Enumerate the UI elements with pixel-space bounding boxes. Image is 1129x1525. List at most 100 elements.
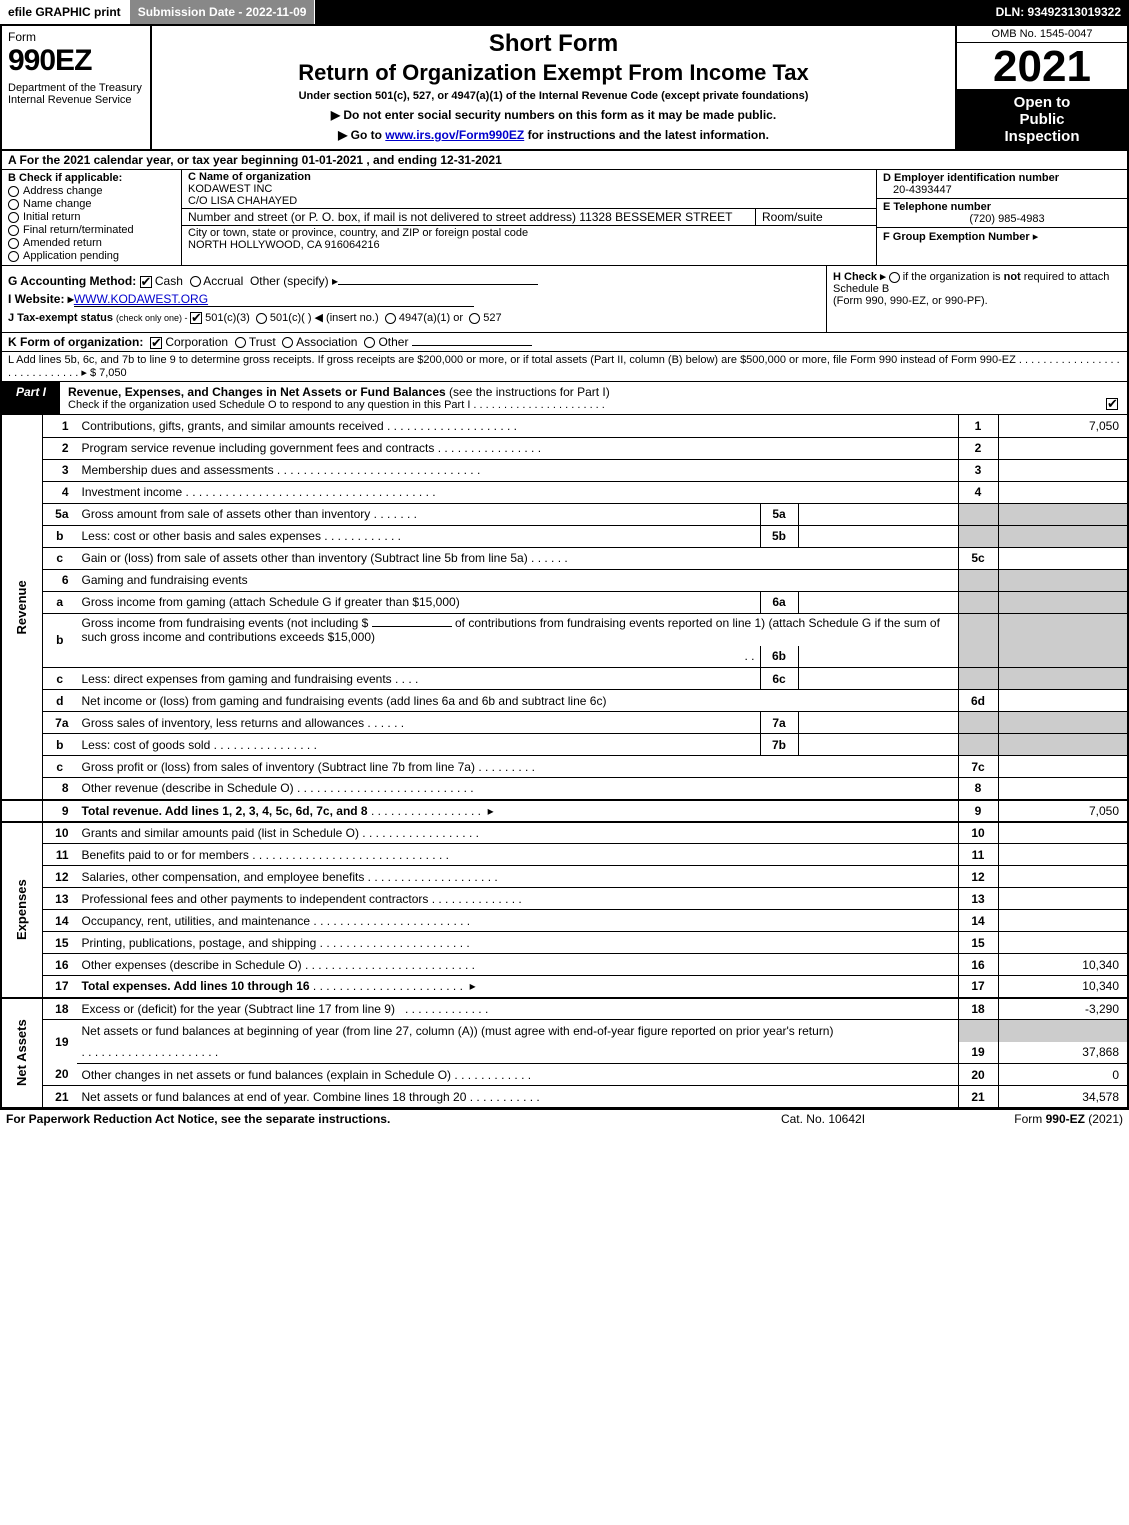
l16-rv: 10,340: [998, 954, 1128, 976]
l5c-rn: 5c: [958, 547, 998, 569]
chk-h[interactable]: [889, 272, 900, 283]
form-header: Form 990EZ Department of the Treasury In…: [0, 24, 1129, 151]
l20-d: Other changes in net assets or fund bala…: [77, 1064, 959, 1086]
chk-501c[interactable]: [256, 313, 267, 324]
h-t2: if the organization is: [903, 271, 1004, 283]
chk-other-org[interactable]: [364, 337, 375, 348]
chk-amended[interactable]: [8, 238, 19, 249]
l4-n: 4: [43, 481, 77, 503]
g-other-input[interactable]: [338, 284, 538, 285]
l6-d: Gaming and fundraising events: [77, 569, 959, 591]
col-b: B Check if applicable: Address change Na…: [2, 170, 182, 265]
g-lbl: G Accounting Method:: [8, 274, 136, 288]
l9-rn: 9: [958, 800, 998, 822]
l6b-input[interactable]: [372, 626, 452, 627]
l20-rn: 20: [958, 1064, 998, 1086]
l19-rn: 19: [958, 1042, 998, 1064]
irs-link[interactable]: www.irs.gov/Form990EZ: [385, 128, 524, 142]
l6-rn: [958, 569, 998, 591]
b-item-0: Address change: [23, 185, 103, 197]
l6b-d2x: . .: [77, 646, 761, 668]
city-val: NORTH HOLLYWOOD, CA 916064216: [188, 239, 870, 251]
l13-rv: [998, 888, 1128, 910]
l2-rn: 2: [958, 437, 998, 459]
l7b-d: Less: cost of goods sold . . . . . . . .…: [77, 734, 761, 756]
side-gap1: [1, 800, 43, 822]
l13-rn: 13: [958, 888, 998, 910]
chk-app-pending[interactable]: [8, 251, 19, 262]
chk-cash[interactable]: [140, 276, 152, 288]
l7a-mn: 7a: [760, 712, 798, 734]
chk-4947[interactable]: [385, 313, 396, 324]
chk-corp[interactable]: [150, 337, 162, 349]
goto-line: Go to www.irs.gov/Form990EZ for instruct…: [158, 128, 949, 142]
footer-left: For Paperwork Reduction Act Notice, see …: [6, 1112, 723, 1126]
l15-n: 15: [43, 932, 77, 954]
l4-d: Investment income . . . . . . . . . . . …: [77, 481, 959, 503]
l19-d: Net assets or fund balances at beginning…: [77, 1020, 959, 1042]
l4-rn: 4: [958, 481, 998, 503]
efile-print[interactable]: efile GRAPHIC print: [0, 0, 130, 24]
l16-n: 16: [43, 954, 77, 976]
chk-schedule-o[interactable]: [1106, 398, 1118, 410]
part-i-endchk: [1097, 382, 1127, 414]
chk-address-change[interactable]: [8, 186, 19, 197]
j-c: 501(c)( ) ◀ (insert no.): [270, 312, 379, 324]
l6b-mv: [798, 646, 958, 668]
l9-n: 9: [43, 800, 77, 822]
k-other-input[interactable]: [412, 345, 532, 346]
room-cell: Room/suite: [756, 209, 876, 225]
b-item-1: Name change: [23, 198, 92, 210]
l11-n: 11: [43, 844, 77, 866]
l6b-n: b: [43, 613, 77, 668]
g-other: Other (specify) ▸: [250, 274, 338, 288]
chk-assoc[interactable]: [282, 337, 293, 348]
chk-initial-return[interactable]: [8, 212, 19, 223]
l7c-d: Gross profit or (loss) from sales of inv…: [77, 756, 959, 778]
l5c-n: c: [43, 547, 77, 569]
l11-rv: [998, 844, 1128, 866]
chk-final-return[interactable]: [8, 225, 19, 236]
l6b-rn: [958, 646, 998, 668]
city-lbl: City or town, state or province, country…: [188, 227, 528, 239]
website-link[interactable]: WWW.KODAWEST.ORG: [74, 292, 474, 307]
l2-d: Program service revenue including govern…: [77, 437, 959, 459]
l3-rv: [998, 459, 1128, 481]
l6a-rv: [998, 591, 1128, 613]
chk-trust[interactable]: [235, 337, 246, 348]
l17-rv: 10,340: [998, 976, 1128, 998]
l4-rv: [998, 481, 1128, 503]
l12-d: Salaries, other compensation, and employ…: [77, 866, 959, 888]
block-bcdef: B Check if applicable: Address change Na…: [0, 170, 1129, 266]
l6d-n: d: [43, 690, 77, 712]
chk-accrual[interactable]: [190, 276, 201, 287]
block-ghi: G Accounting Method: Cash Accrual Other …: [0, 266, 1129, 333]
header-right: OMB No. 1545-0047 2021 Open to Public In…: [957, 26, 1127, 149]
l10-d: Grants and similar amounts paid (list in…: [77, 822, 959, 844]
i-line: I Website: ▸WWW.KODAWEST.ORG: [8, 292, 820, 307]
d-cell: D Employer identification number 20-4393…: [877, 170, 1127, 199]
k-line: K Form of organization: Corporation Trus…: [0, 333, 1129, 352]
l13-n: 13: [43, 888, 77, 910]
l3-d: Membership dues and assessments . . . . …: [77, 459, 959, 481]
l5a-mv: [798, 503, 958, 525]
part-i-paren: (see the instructions for Part I): [449, 385, 610, 399]
j-a1: 4947(a)(1) or: [399, 312, 463, 324]
l19-d2: . . . . . . . . . . . . . . . . . . . . …: [77, 1042, 959, 1064]
chk-527[interactable]: [469, 313, 480, 324]
h-t1: H Check ▸: [833, 271, 886, 283]
chk-501c3[interactable]: [190, 312, 202, 324]
footer-right-b: 990-EZ: [1046, 1112, 1085, 1126]
l1-d: Contributions, gifts, grants, and simila…: [77, 415, 959, 437]
spacer: [315, 0, 987, 24]
chk-name-change[interactable]: [8, 199, 19, 210]
l7b-mn: 7b: [760, 734, 798, 756]
dept: Department of the Treasury Internal Reve…: [8, 82, 144, 106]
return-title: Return of Organization Exempt From Incom…: [158, 60, 949, 86]
l5b-n: b: [43, 525, 77, 547]
l5a-n: 5a: [43, 503, 77, 525]
k-assoc: Association: [296, 335, 357, 349]
l18-d: Excess or (deficit) for the year (Subtra…: [77, 998, 959, 1020]
lines-table: Revenue 1 Contributions, gifts, grants, …: [0, 415, 1129, 1108]
omb-number: OMB No. 1545-0047: [957, 26, 1127, 43]
